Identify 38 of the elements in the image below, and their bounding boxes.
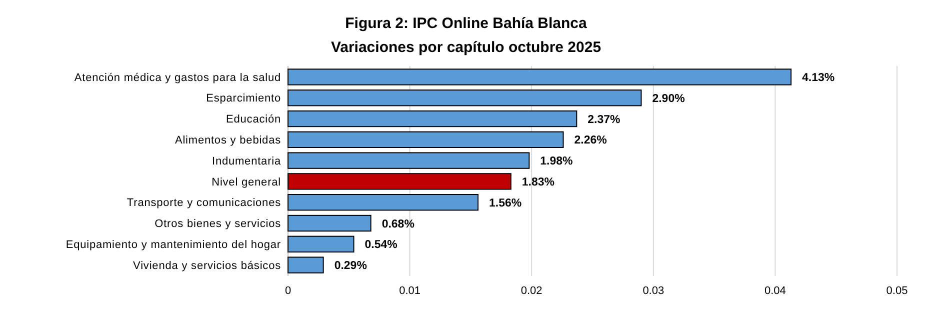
bar [288,90,642,106]
bar [288,68,792,86]
y-tick-label: Otros bienes y servicios [154,218,282,230]
y-tick-label: Vivienda y servicios básicos [133,260,282,272]
bar [288,152,530,169]
bar [288,110,578,128]
x-tick-label: 0.05 [886,285,908,297]
chart-subtitle: Variaciones por capítulo octubre 2025 [330,39,602,56]
x-tick-label: 0.02 [520,285,542,297]
data-label: 0.68% [382,218,414,230]
y-tick-label: Educación [226,114,281,126]
bar [288,214,372,232]
y-tick-label: Nivel general [212,176,281,188]
data-label: 1.56% [489,197,522,210]
y-tick-label: Esparcimiento [206,92,281,105]
data-label: 0.54% [364,239,398,252]
bar [288,236,354,252]
y-tick-label: Equipamiento y mantenimiento del hogar [66,238,281,251]
data-label: 1.83% [522,176,555,188]
data-label: 0.29% [334,260,367,272]
y-tick-label: Transporte y comunicaciones [126,197,282,210]
chart-title: Figura 2: IPC Online Bahía Blanca [345,15,588,32]
x-tick-label: 0 [284,285,292,297]
data-label: 4.13% [802,72,835,84]
data-label: 2.26% [574,134,607,147]
data-label: 2.37% [588,114,620,126]
bar [288,173,512,190]
y-tick-label: Alimentos y bebidas [174,134,282,147]
x-tick-label: 0.04 [764,285,786,297]
x-tick-label: 0.01 [399,285,421,297]
y-tick-label: Indumentaria [212,155,282,168]
bar [288,194,479,211]
data-label: 2.90% [652,92,685,105]
bar [288,131,564,148]
y-tick-label: Atención médica y gastos para la salud [74,72,281,84]
x-tick-label: 0.03 [642,285,664,297]
bar [288,256,324,274]
data-label: 1.98% [540,156,573,168]
